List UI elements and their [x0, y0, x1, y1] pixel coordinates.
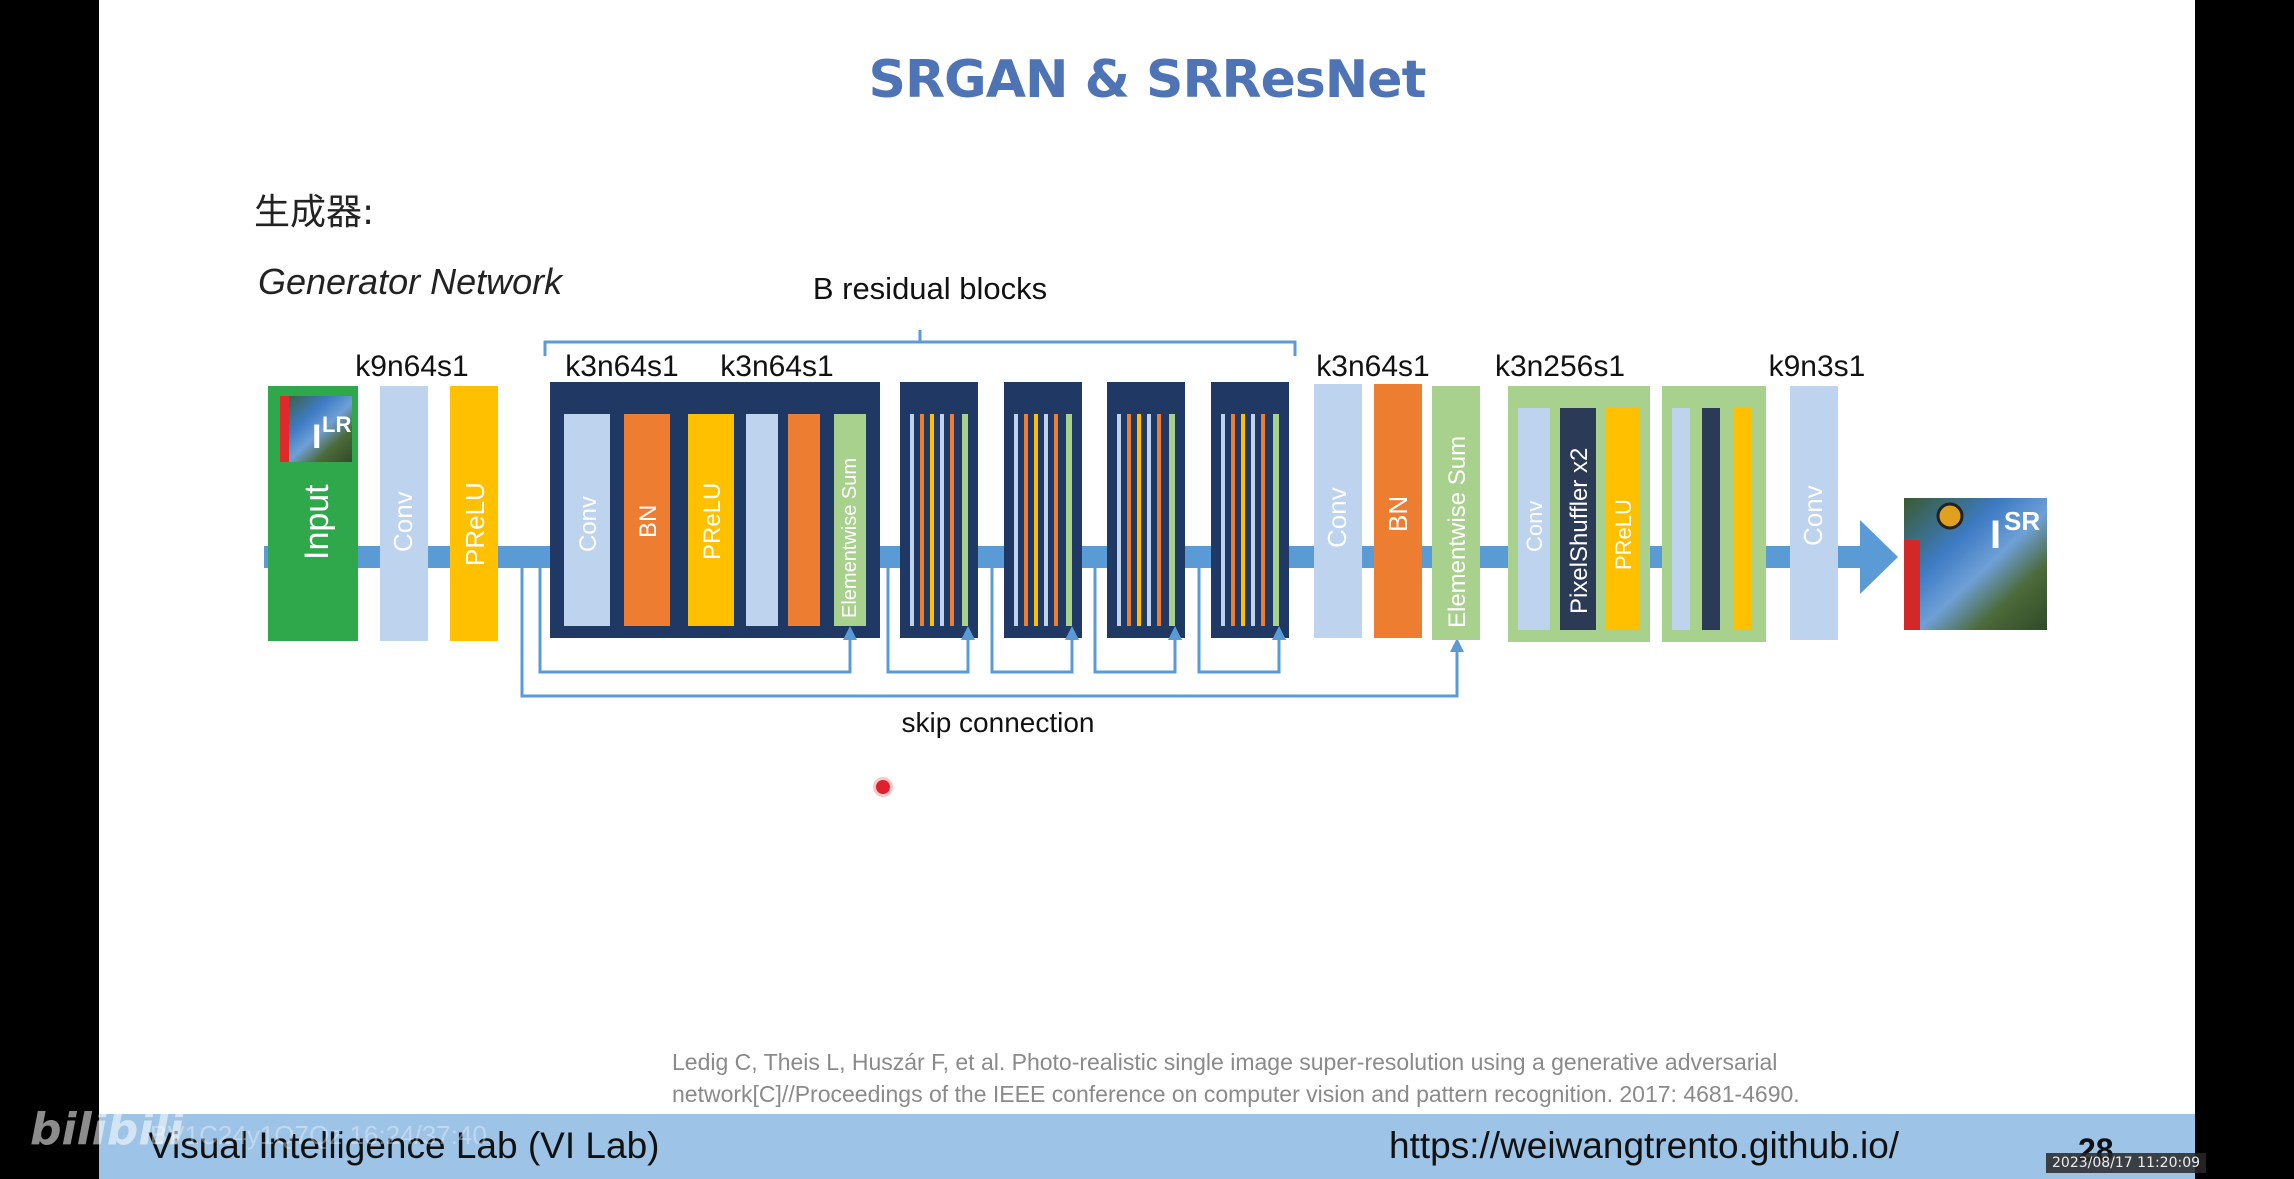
conv-block — [1314, 384, 1362, 638]
residual-block-collapsed — [1004, 382, 1082, 638]
conv-block — [380, 386, 428, 641]
footer-bar — [99, 1114, 2195, 1179]
prelu-label: PReLU — [1611, 499, 1636, 570]
bn-block — [1374, 384, 1422, 638]
kernel-label: k3n64s1 — [565, 350, 678, 383]
prelu-block — [1606, 408, 1640, 630]
laser-pointer — [876, 780, 890, 794]
conv-label: Conv — [1322, 487, 1352, 548]
prelu-label: PReLU — [699, 483, 726, 560]
sr-image-red-strip — [1904, 540, 1920, 630]
kernel-label: k9n3s1 — [1769, 350, 1866, 383]
kernel-label: k3n64s1 — [720, 350, 833, 383]
residual-skip-lines — [520, 557, 1459, 698]
timestamp-badge: 2023/08/17 11:20:09 — [2046, 1153, 2207, 1173]
lr-image-thumbnail — [280, 396, 352, 462]
diagram-title: Generator Network — [258, 261, 564, 302]
kernel-label: k3n64s1 — [1316, 350, 1429, 383]
footer-lab-name: Visual Intelligence Lab (VI Lab) — [148, 1125, 660, 1166]
elementwise-sum-block — [834, 414, 866, 626]
conv-label: Conv — [575, 496, 602, 552]
kernel-label: k9n64s1 — [355, 350, 468, 383]
sr-image-thumbnail — [1904, 498, 2047, 630]
bn-label: BN — [635, 505, 662, 538]
prelu-block — [450, 386, 498, 641]
section-heading: 生成器: — [254, 192, 375, 233]
upsample-block — [1662, 386, 1766, 642]
conv-label: Conv — [1798, 485, 1828, 546]
sr-image-i: I — [1990, 513, 2001, 557]
residual-blocks-label: B residual blocks — [813, 271, 1047, 306]
residual-block-collapsed — [900, 382, 978, 638]
bilibili-logo: bilibili — [30, 1104, 184, 1155]
conv-block — [1518, 408, 1550, 630]
citation-line: Ledig C, Theis L, Huszár F, et al. Photo… — [672, 1049, 1778, 1075]
elementwise-sum-block — [1432, 386, 1480, 640]
footer-url[interactable]: https://weiwangtrento.github.io/ — [1389, 1125, 1900, 1166]
skip-connection-label: skip connection — [901, 707, 1094, 738]
residual-block-collapsed — [1211, 382, 1289, 638]
pixelshuffler-label: PixelShuffler x2 — [1566, 448, 1593, 614]
arrow-head — [1860, 520, 1898, 594]
conv-label: Conv — [388, 491, 418, 552]
conv-block — [746, 414, 778, 626]
bn-label: BN — [1383, 496, 1413, 532]
pixelshuffler-block — [1560, 408, 1596, 630]
conv-block — [1790, 386, 1838, 640]
bn-block — [788, 414, 820, 626]
bn-block — [624, 414, 670, 626]
residual-bracket — [543, 330, 1297, 356]
sr-image-eye — [1936, 502, 1964, 530]
skip-arrowheads — [843, 626, 1464, 652]
citation-line: network[C]//Proceedings of the IEEE conf… — [672, 1081, 1800, 1107]
input-label: Input — [298, 484, 336, 560]
sr-image-label: SR — [2004, 506, 2040, 536]
lr-image-label: LR — [322, 412, 351, 437]
elementwise-sum-label: Elementwise Sum — [1444, 436, 1471, 628]
lr-image-i: I — [312, 418, 321, 456]
residual-block-collapsed — [1107, 382, 1185, 638]
lr-image-red-strip — [280, 396, 289, 462]
conv-block — [564, 414, 610, 626]
kernel-label: k3n256s1 — [1495, 350, 1625, 383]
conv-label: Conv — [1522, 501, 1547, 552]
elementwise-sum-label: Elementwise Sum — [839, 458, 861, 618]
video-id-watermark: BV1C24y1Q7Qz 16:24/37:40 — [150, 1120, 487, 1150]
prelu-block — [688, 414, 734, 626]
prelu-label: PReLU — [460, 482, 490, 566]
slide-title: SRGAN & SRResNet — [868, 50, 1427, 110]
citation: Ledig C, Theis L, Huszár F, et al. Photo… — [672, 1046, 1972, 1110]
